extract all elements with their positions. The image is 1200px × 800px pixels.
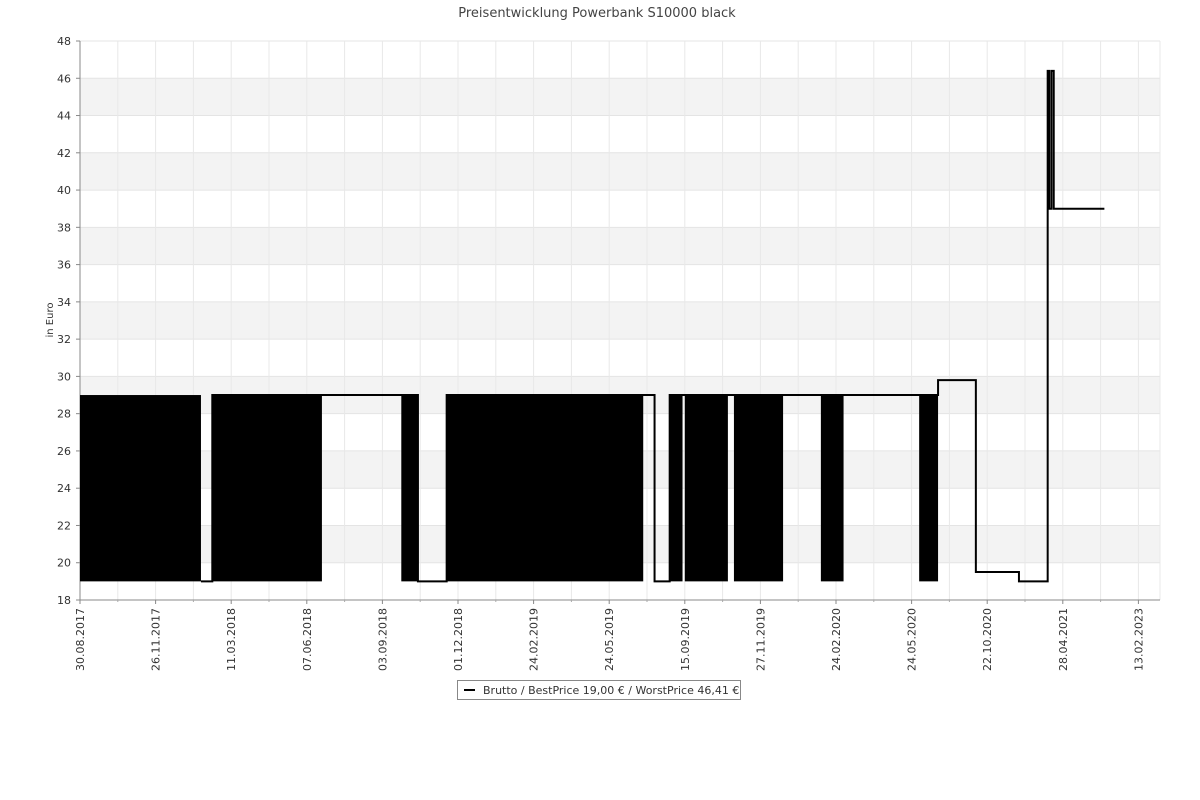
x-tick-label: 22.10.2020 [981, 608, 994, 671]
legend: Brutto / BestPrice 19,00 € / WorstPrice … [457, 680, 741, 700]
oscillation-block [80, 395, 201, 582]
oscillation-block [919, 395, 939, 582]
x-tick-label: 24.05.2020 [906, 608, 919, 671]
grid-band [80, 301, 1160, 340]
x-tick-label: 24.02.2019 [528, 608, 541, 671]
y-tick-label: 30 [57, 370, 71, 383]
price-step-line [200, 69, 1105, 583]
x-tick-label: 11.03.2018 [225, 608, 238, 671]
x-tick-label: 27.11.2019 [754, 608, 767, 671]
y-tick-label: 34 [57, 296, 71, 309]
x-tick-label: 13.02.2023 [1132, 608, 1145, 671]
x-tick-label: 24.05.2019 [603, 608, 616, 671]
legend-label: Brutto / BestPrice 19,00 € / WorstPrice … [483, 683, 740, 697]
x-tick-label: 24.02.2020 [830, 608, 843, 671]
y-tick-label: 48 [57, 35, 71, 48]
x-tick-label: 28.04.2021 [1057, 608, 1070, 671]
oscillation-block [212, 395, 322, 582]
chart-title: Preisentwicklung Powerbank S10000 black [458, 6, 736, 21]
y-tick-label: 28 [57, 408, 71, 421]
y-tick-labels: 18 20 22 24 26 28 30 32 34 36 38 40 42 44 46 48 [57, 35, 71, 607]
y-axis-label: in Euro [45, 303, 56, 338]
y-tick-label: 42 [57, 147, 71, 160]
oscillation-block [446, 395, 644, 582]
y-tick-label: 36 [57, 259, 71, 272]
x-tick-label: 07.06.2018 [301, 608, 314, 671]
x-tick-label: 15.09.2019 [679, 608, 692, 671]
x-tick-label: 03.09.2018 [376, 608, 389, 671]
grid-band [80, 227, 1160, 265]
y-tick-label: 18 [57, 594, 71, 607]
x-tick-label: 26.11.2017 [150, 608, 163, 671]
y-tick-label: 24 [57, 482, 71, 495]
oscillation-block [401, 395, 418, 582]
legend-swatch [464, 689, 475, 691]
y-tick-label: 46 [57, 72, 71, 85]
oscillation-block [684, 395, 728, 582]
grid-band [80, 78, 1160, 116]
grid-band [80, 152, 1160, 191]
y-tick-label: 20 [57, 557, 71, 570]
y-tick-label: 32 [57, 333, 71, 346]
x-tick-label: 30.08.2017 [74, 608, 87, 671]
x-tick-label: 01.12.2018 [452, 608, 465, 671]
price-series [80, 69, 1105, 583]
oscillation-block [669, 395, 683, 582]
y-tick-label: 40 [57, 184, 71, 197]
y-tick-label: 38 [57, 221, 71, 234]
y-tick-label: 22 [57, 519, 71, 532]
x-tick-labels: 30.08.2017 26.11.2017 11.03.2018 07.06.2018… [74, 608, 1145, 671]
y-tick-label: 44 [57, 110, 71, 123]
oscillation-block [820, 395, 844, 582]
y-tick-label: 26 [57, 445, 71, 458]
oscillation-block [733, 395, 784, 582]
